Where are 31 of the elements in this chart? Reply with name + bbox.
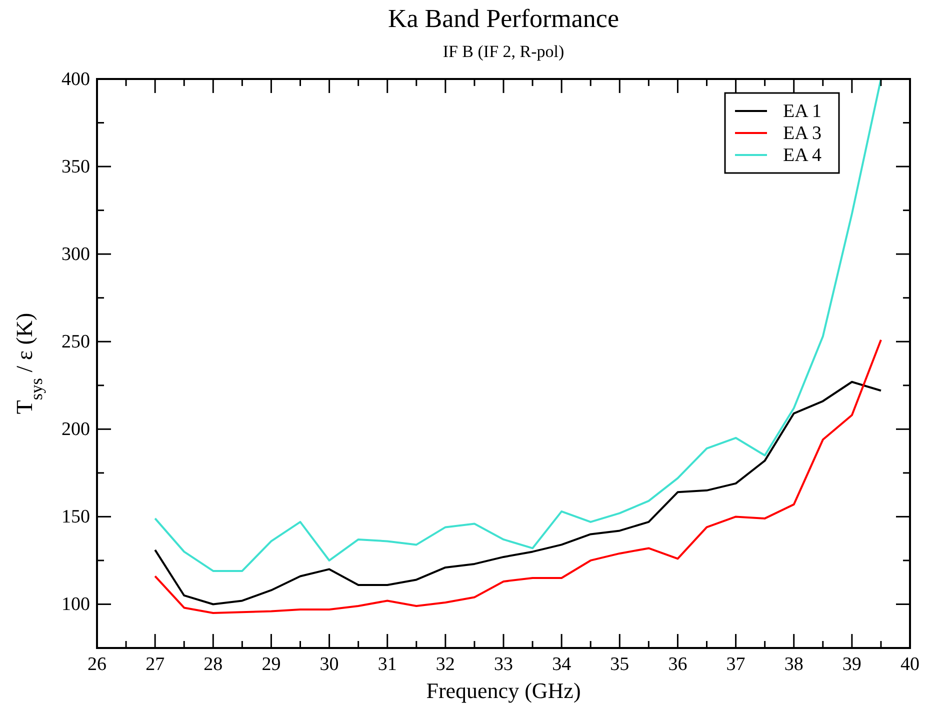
chart-subtitle: IF B (IF 2, R-pol) [442,42,564,61]
x-tick-label: 38 [784,654,804,675]
x-tick-label: 26 [88,654,106,675]
line-series [154,78,882,572]
legend-label: EA 3 [783,123,822,144]
y-tick-label: 400 [62,69,90,90]
y-tick-label: 150 [62,506,90,528]
x-tick-label: 35 [610,654,630,675]
y-tick-label: 250 [62,332,90,353]
y-tick-label: 200 [62,419,90,440]
x-tick-label: 32 [436,654,455,675]
x-tick-label: 27 [146,654,165,675]
y-tick-label: 300 [62,244,90,266]
x-tick-label: 37 [726,654,746,675]
line-series [154,380,882,606]
x-tick-label: 39 [842,654,862,675]
x-tick-label: 30 [320,654,339,675]
x-tick-label: 28 [204,654,223,675]
x-tick-label: 31 [378,654,397,675]
y-tick-label: 100 [62,594,90,616]
chart-title: Ka Band Performance [388,4,620,33]
x-tick-label: 34 [552,654,572,675]
x-tick-label: 40 [900,654,920,675]
legend-label: EA 4 [783,145,822,166]
x-tick-label: 33 [494,654,513,675]
x-axis-title: Frequency (GHz) [426,678,581,703]
legend-label: EA 1 [783,101,822,122]
x-tick-label: 29 [262,654,281,675]
y-tick-label: 350 [62,156,90,178]
x-tick-label: 36 [668,654,688,675]
line-series [154,338,882,614]
